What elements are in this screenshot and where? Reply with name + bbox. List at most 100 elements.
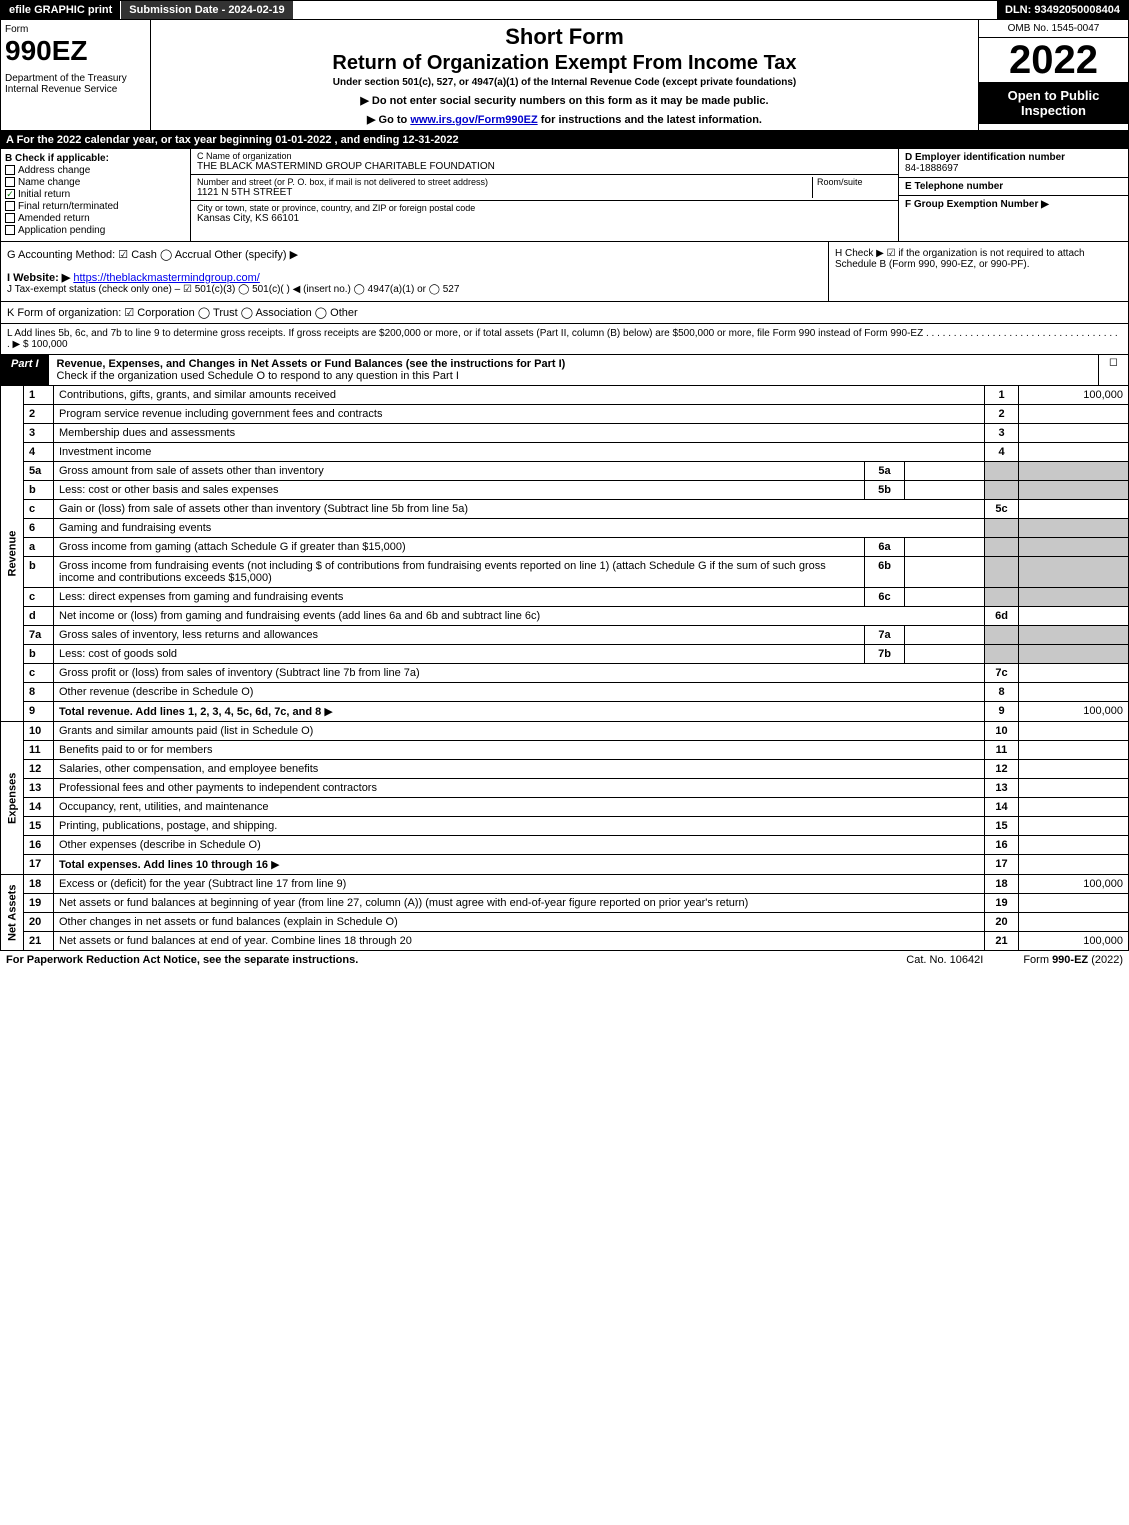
subtitle: Under section 501(c), 527, or 4947(a)(1)… (159, 77, 970, 88)
l8-desc: Other revenue (describe in Schedule O) (59, 686, 253, 698)
note2-pre: ▶ Go to (367, 114, 410, 126)
chk-pending[interactable]: Application pending (5, 225, 186, 236)
l13-desc: Professional fees and other payments to … (59, 782, 377, 794)
chk-initial[interactable]: Initial return (5, 189, 186, 200)
l9-desc: Total revenue. Add lines 1, 2, 3, 4, 5c,… (59, 706, 321, 718)
efile-print-button[interactable]: efile GRAPHIC print (1, 1, 121, 19)
line-a-bar: A For the 2022 calendar year, or tax yea… (0, 131, 1129, 149)
section-b-c-d: B Check if applicable: Address change Na… (0, 149, 1129, 242)
box-def: D Employer identification number 84-1888… (898, 149, 1128, 241)
side-revenue: Revenue (1, 386, 24, 722)
footer: For Paperwork Reduction Act Notice, see … (0, 951, 1129, 969)
part1-tag: Part I (1, 355, 49, 385)
l6c-desc: Less: direct expenses from gaming and fu… (59, 591, 343, 603)
line-k: K Form of organization: ☑ Corporation ◯ … (0, 302, 1129, 324)
box-h: H Check ▶ ☑ if the organization is not r… (828, 242, 1128, 301)
e-label: E Telephone number (905, 181, 1003, 192)
l17-desc: Total expenses. Add lines 10 through 16 (59, 859, 268, 871)
l7a-desc: Gross sales of inventory, less returns a… (59, 629, 318, 641)
f-label: F Group Exemption Number ▶ (905, 199, 1049, 210)
ein-value: 84-1888697 (905, 163, 958, 174)
l6a-desc: Gross income from gaming (attach Schedul… (59, 541, 406, 553)
line-j: J Tax-exempt status (check only one) – ☑… (7, 284, 822, 295)
org-city: Kansas City, KS 66101 (197, 213, 892, 224)
section-g-h: G Accounting Method: ☑ Cash ◯ Accrual Ot… (0, 242, 1129, 302)
c-street-label: Number and street (or P. O. box, if mail… (197, 177, 812, 187)
open-public-box: Open to Public Inspection (979, 82, 1128, 124)
box-g: G Accounting Method: ☑ Cash ◯ Accrual Ot… (1, 242, 828, 301)
l18-amt: 100,000 (1019, 875, 1129, 894)
l5a-desc: Gross amount from sale of assets other t… (59, 465, 324, 477)
l10-desc: Grants and similar amounts paid (list in… (59, 725, 313, 737)
submission-date-label: Submission Date - 2024-02-19 (121, 1, 293, 19)
l1-desc: Contributions, gifts, grants, and simila… (59, 389, 336, 401)
box-b: B Check if applicable: Address change Na… (1, 149, 191, 241)
l19-desc: Net assets or fund balances at beginning… (59, 897, 748, 909)
chk-final[interactable]: Final return/terminated (5, 201, 186, 212)
dept-label: Department of the Treasury Internal Reve… (5, 73, 146, 95)
footer-right: Form 990-EZ (2022) (1023, 954, 1123, 966)
c-room-label: Room/suite (817, 177, 892, 187)
short-form-title: Short Form (159, 24, 970, 50)
l11-desc: Benefits paid to or for members (59, 744, 212, 756)
side-netassets: Net Assets (1, 875, 24, 951)
l3-desc: Membership dues and assessments (59, 427, 235, 439)
l4-desc: Investment income (59, 446, 151, 458)
header-mid: Short Form Return of Organization Exempt… (151, 20, 978, 130)
l6d-desc: Net income or (loss) from gaming and fun… (59, 610, 540, 622)
note2-post: for instructions and the latest informat… (538, 114, 762, 126)
l6-desc: Gaming and fundraising events (59, 522, 211, 534)
line-l: L Add lines 5b, 6c, and 7b to line 9 to … (0, 324, 1129, 355)
l21-amt: 100,000 (1019, 932, 1129, 951)
l7b-desc: Less: cost of goods sold (59, 648, 177, 660)
l20-desc: Other changes in net assets or fund bala… (59, 916, 398, 928)
chk-amended[interactable]: Amended return (5, 213, 186, 224)
form-number: 990EZ (5, 35, 146, 67)
side-expenses: Expenses (1, 722, 24, 875)
main-title: Return of Organization Exempt From Incom… (159, 52, 970, 75)
part1-title: Revenue, Expenses, and Changes in Net As… (57, 358, 566, 370)
c-city-label: City or town, state or province, country… (197, 203, 892, 213)
l21-desc: Net assets or fund balances at end of ye… (59, 935, 412, 947)
l1-amt: 100,000 (1019, 386, 1129, 405)
l12-desc: Salaries, other compensation, and employ… (59, 763, 318, 775)
header-right: OMB No. 1545-0047 2022 Open to Public In… (978, 20, 1128, 130)
l9-amt: 100,000 (1019, 702, 1129, 722)
omb-number: OMB No. 1545-0047 (979, 20, 1128, 38)
c-name-label: C Name of organization (197, 151, 892, 161)
form-word: Form (5, 24, 146, 35)
box-c: C Name of organization THE BLACK MASTERM… (191, 149, 898, 241)
part1-check: Check if the organization used Schedule … (57, 370, 459, 382)
line-i-label: I Website: ▶ (7, 272, 70, 284)
footer-left: For Paperwork Reduction Act Notice, see … (6, 954, 358, 966)
l7c-desc: Gross profit or (loss) from sales of inv… (59, 667, 420, 679)
website-link[interactable]: https://theblackmastermindgroup.com/ (73, 272, 259, 284)
part1-header: Part I Revenue, Expenses, and Changes in… (0, 355, 1129, 386)
chk-address[interactable]: Address change (5, 165, 186, 176)
irs-link[interactable]: www.irs.gov/Form990EZ (410, 114, 537, 126)
l16-desc: Other expenses (describe in Schedule O) (59, 839, 261, 851)
org-street: 1121 N 5TH STREET (197, 187, 812, 198)
box-b-label: B Check if applicable: (5, 153, 186, 164)
l15-desc: Printing, publications, postage, and shi… (59, 820, 277, 832)
l2-desc: Program service revenue including govern… (59, 408, 382, 420)
note-ssn: ▶ Do not enter social security numbers o… (159, 94, 970, 107)
d-label: D Employer identification number (905, 152, 1065, 163)
top-bar: efile GRAPHIC print Submission Date - 20… (0, 0, 1129, 20)
line-g: G Accounting Method: ☑ Cash ◯ Accrual Ot… (7, 248, 822, 261)
l5b-desc: Less: cost or other basis and sales expe… (59, 484, 279, 496)
chk-namechange[interactable]: Name change (5, 177, 186, 188)
note-link: ▶ Go to www.irs.gov/Form990EZ for instru… (159, 113, 970, 126)
footer-catno: Cat. No. 10642I (906, 954, 983, 966)
lines-table: Revenue 1Contributions, gifts, grants, a… (0, 386, 1129, 951)
dln-label: DLN: 93492050008404 (997, 1, 1128, 19)
part1-endbox[interactable]: ◻ (1098, 355, 1128, 385)
l6b-desc: Gross income from fundraising events (no… (59, 560, 826, 584)
org-name: THE BLACK MASTERMIND GROUP CHARITABLE FO… (197, 161, 892, 172)
form-header: Form 990EZ Department of the Treasury In… (0, 20, 1129, 131)
l14-desc: Occupancy, rent, utilities, and maintena… (59, 801, 269, 813)
header-left: Form 990EZ Department of the Treasury In… (1, 20, 151, 130)
tax-year: 2022 (979, 38, 1128, 82)
l5c-desc: Gain or (loss) from sale of assets other… (59, 503, 468, 515)
l18-desc: Excess or (deficit) for the year (Subtra… (59, 878, 346, 890)
